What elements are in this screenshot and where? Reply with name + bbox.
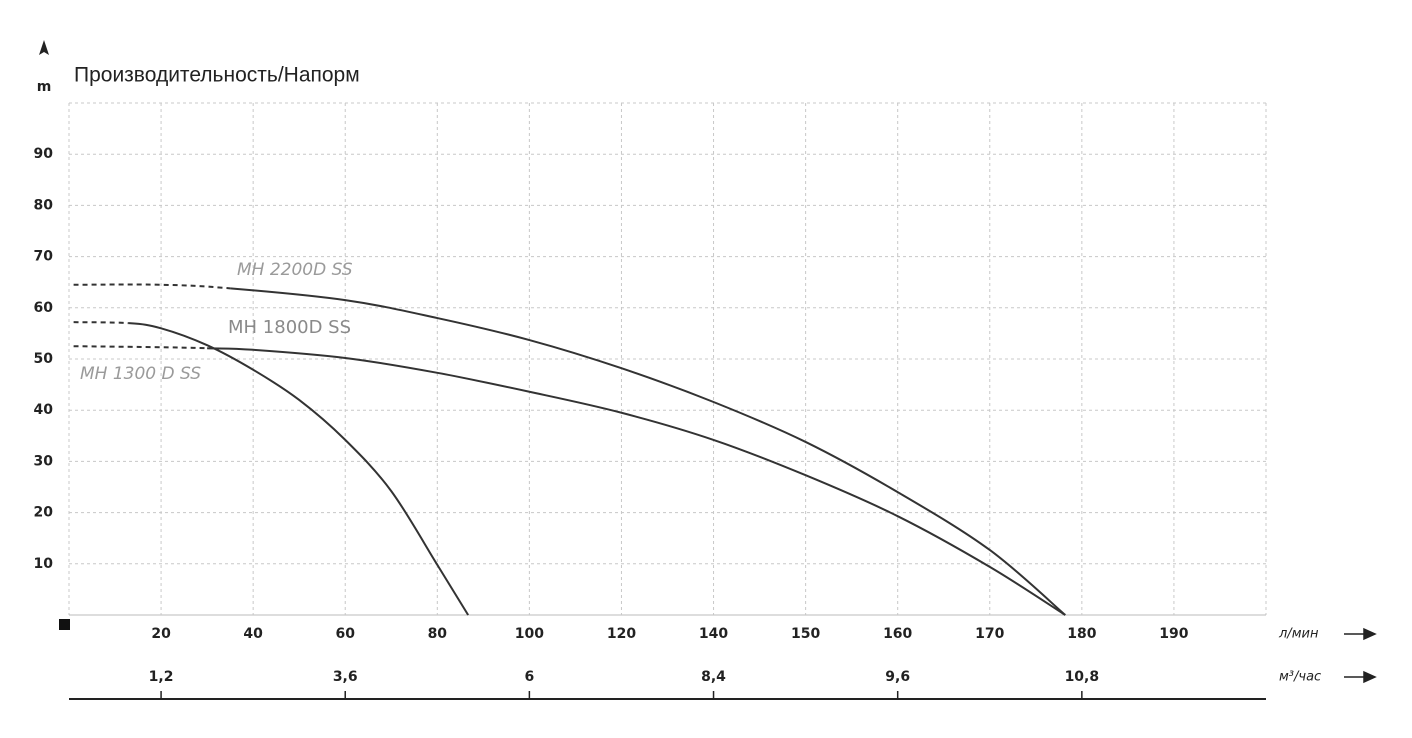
x2-tick-label: 1,2	[149, 669, 174, 685]
x-arrow	[1344, 627, 1377, 641]
y-tick-label: 80	[34, 197, 54, 213]
y-tick-label: 20	[34, 505, 54, 521]
x2-arrow	[1344, 670, 1377, 684]
x-tick-label: 80	[428, 626, 448, 642]
y-arrow	[39, 40, 49, 55]
series-label: MH 2200D SS	[237, 260, 353, 280]
y-tick-label: 50	[34, 351, 54, 367]
line	[128, 322, 470, 616]
x2-tick-label: 9,6	[885, 669, 910, 685]
x-tick-label: 20	[151, 626, 171, 642]
x-tick-label: 160	[883, 626, 912, 642]
x-tick-label: 150	[791, 626, 820, 642]
line	[230, 287, 1066, 616]
origin-marker	[59, 619, 70, 630]
line-dashed	[73, 321, 129, 325]
y-tick-label: 90	[34, 146, 54, 162]
line-dashed	[73, 345, 208, 350]
x-tick-label: 60	[335, 626, 355, 642]
x2-tick-label: 3,6	[333, 669, 358, 685]
x-axis-label: л/мин	[1278, 627, 1319, 642]
series-label: MH 1800D SS	[228, 317, 351, 338]
y-tick-label: 10	[34, 556, 54, 572]
x-tick-label: 120	[607, 626, 636, 642]
line-dashed	[73, 283, 231, 290]
x-tick-label: 180	[1067, 626, 1096, 642]
y-tick-label: 70	[34, 249, 54, 265]
x-tick-label: 100	[515, 626, 544, 642]
chart-title: Производительность/Напорм	[74, 64, 360, 87]
x2-tick-label: 6	[525, 669, 535, 685]
y-tick-label: 40	[34, 402, 54, 418]
x-tick-label: 170	[975, 626, 1004, 642]
x2-tick-label: 8,4	[701, 669, 726, 685]
x-tick-label: 190	[1159, 626, 1188, 642]
x2-tick-label: 10,8	[1065, 669, 1100, 685]
x-tick-label: 140	[699, 626, 728, 642]
y-tick-label: 30	[34, 453, 54, 469]
x-tick-label: 40	[243, 626, 263, 642]
y-tick-label: 60	[34, 300, 54, 316]
y-axis-label: m	[37, 79, 52, 95]
x2-axis-label: м³/час	[1279, 670, 1321, 685]
series-label: MH 1300 D SS	[80, 364, 201, 384]
line	[207, 347, 1066, 616]
